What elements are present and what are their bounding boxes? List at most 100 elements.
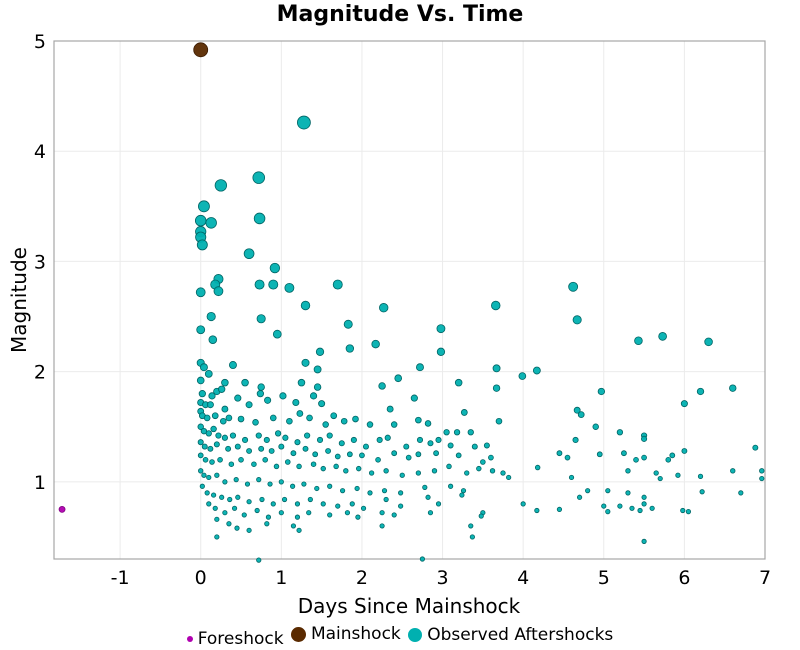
- aftershock-point: [210, 425, 217, 433]
- foreshock-point: [58, 506, 66, 513]
- aftershock-point: [234, 525, 240, 531]
- aftershock-point: [422, 484, 428, 490]
- aftershock-point: [206, 501, 212, 507]
- aftershock-point: [202, 456, 209, 463]
- aftershock-point: [198, 200, 210, 213]
- legend-item-mainshock: Mainshock: [290, 624, 401, 644]
- aftershock-point: [658, 332, 667, 341]
- aftershock-point: [415, 416, 422, 424]
- aftershock-point: [416, 363, 424, 372]
- aftershock-point: [219, 417, 227, 425]
- aftershock-point: [262, 456, 269, 463]
- aftershock-point: [572, 315, 582, 325]
- aftershock-point: [320, 501, 326, 507]
- aftershock-point: [345, 344, 355, 353]
- aftershock-point: [425, 494, 431, 500]
- aftershock-point: [326, 432, 333, 439]
- aftershock-point: [375, 456, 381, 463]
- aftershock-point: [637, 507, 643, 514]
- aftershock-point: [217, 385, 226, 393]
- aftershock-point: [322, 421, 329, 428]
- aftershock-point: [306, 414, 313, 422]
- aftershock-point: [268, 279, 279, 290]
- aftershock-point: [279, 392, 287, 400]
- y-tick-label: 5: [34, 31, 46, 53]
- aftershock-point: [229, 432, 237, 439]
- aftershock-point: [214, 516, 220, 522]
- aftershock-point: [318, 400, 326, 408]
- aftershock-point: [246, 499, 252, 505]
- aftershock-point: [213, 441, 220, 448]
- aftershock-point: [254, 279, 265, 290]
- aftershock-marker-icon: [408, 627, 423, 642]
- aftershock-point: [211, 412, 219, 420]
- aftershock-point: [300, 300, 311, 311]
- aftershock-point: [296, 115, 311, 130]
- aftershock-point: [669, 452, 676, 459]
- aftershock-point: [489, 468, 496, 474]
- x-tick-label: 7: [759, 567, 771, 589]
- aftershock-point: [597, 387, 606, 396]
- aftershock-point: [534, 464, 541, 471]
- aftershock-point: [362, 443, 369, 450]
- aftershock-point: [383, 496, 389, 503]
- aftershock-point: [309, 392, 318, 400]
- aftershock-point: [681, 448, 688, 454]
- aftershock-point: [697, 473, 704, 479]
- aftershock-point: [585, 488, 591, 494]
- aftershock-point: [226, 521, 232, 527]
- aftershock-point: [492, 364, 501, 373]
- aftershock-point: [215, 432, 222, 439]
- aftershock-point: [307, 496, 313, 503]
- aftershock-point: [641, 494, 647, 500]
- aftershock-point: [256, 390, 264, 398]
- aftershock-point: [568, 474, 575, 481]
- aftershock-point: [488, 454, 494, 461]
- aftershock-point: [665, 456, 672, 463]
- aftershock-point: [447, 442, 454, 449]
- x-tick-label: 4: [517, 567, 529, 589]
- aftershock-point: [410, 394, 418, 402]
- aftershock-point: [234, 394, 242, 402]
- aftershock-point: [296, 410, 304, 417]
- aftershock-point: [427, 440, 434, 447]
- aftershock-point: [641, 435, 648, 442]
- aftershock-point: [415, 451, 422, 458]
- aftershock-point: [290, 483, 296, 489]
- aftershock-point: [572, 436, 579, 444]
- aftershock-point: [241, 436, 249, 444]
- aftershock-point: [368, 470, 375, 476]
- x-tick-label: 3: [437, 567, 449, 589]
- y-tick-labels: 1 2 3 4 5: [34, 31, 46, 494]
- aftershock-point: [197, 423, 204, 430]
- aftershock-point: [464, 470, 470, 476]
- aftershock-point: [246, 448, 253, 454]
- aftershock-point: [310, 461, 317, 467]
- aftershock-point: [398, 490, 404, 496]
- aftershock-point: [366, 421, 374, 428]
- aftershock-point: [281, 496, 288, 503]
- aftershock-point: [520, 501, 526, 507]
- aftershock-point: [222, 479, 228, 485]
- aftershock-point: [294, 501, 301, 507]
- aftershock-point: [228, 461, 235, 467]
- foreshock-marker-icon: [186, 635, 193, 642]
- aftershock-point: [617, 503, 623, 509]
- aftershock-point: [436, 324, 446, 334]
- aftershock-point: [263, 436, 270, 444]
- aftershock-point: [390, 421, 398, 428]
- aftershock-point: [294, 514, 301, 520]
- aftershock-point: [292, 398, 300, 407]
- mainshock-point: [193, 42, 209, 58]
- y-tick-label: 3: [34, 251, 46, 273]
- aftershock-point: [284, 282, 295, 293]
- aftershock-point: [196, 325, 206, 335]
- aftershock-point: [278, 479, 284, 485]
- aftershock-point: [435, 501, 442, 507]
- aftershock-point: [386, 405, 394, 413]
- aftershock-point: [729, 384, 737, 392]
- aftershock-point: [394, 374, 403, 383]
- aftershock-point: [491, 300, 501, 311]
- aftershock-point: [205, 217, 217, 229]
